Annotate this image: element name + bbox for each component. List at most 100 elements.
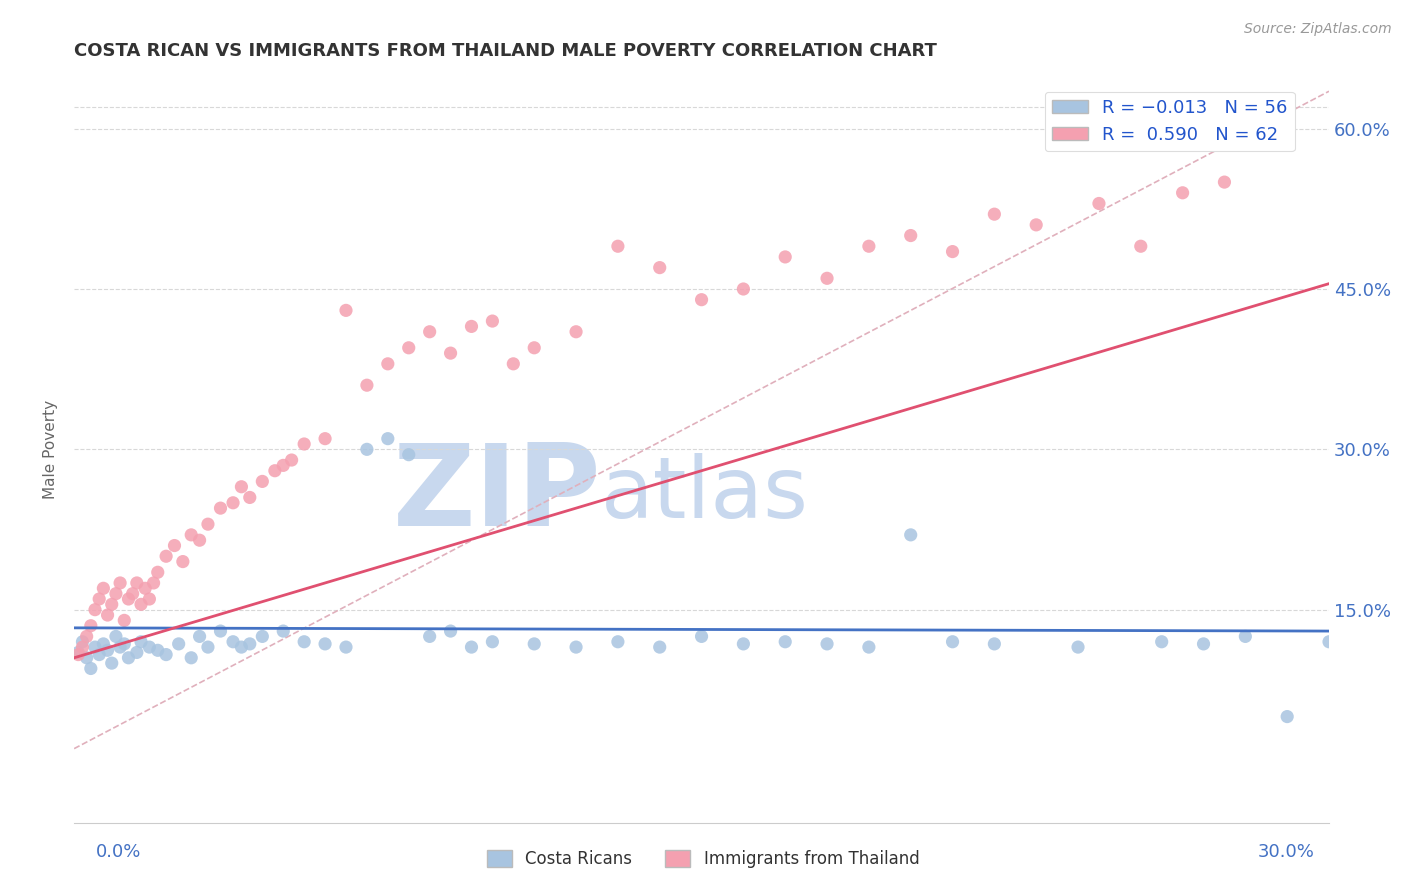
Point [67, 648, 90, 662]
Point [280, 453, 302, 467]
Point [1150, 634, 1173, 648]
Point [1171, 186, 1194, 200]
Point [108, 640, 131, 654]
Point [1067, 640, 1090, 654]
Point [292, 634, 315, 648]
Point [121, 587, 143, 601]
Text: 30.0%: 30.0% [1258, 843, 1315, 861]
Point [117, 650, 139, 665]
Point [209, 501, 232, 516]
Point [481, 314, 503, 328]
Point [146, 643, 169, 657]
Point [439, 624, 461, 638]
Point [155, 549, 177, 564]
Point [1213, 175, 1236, 189]
Point [460, 640, 482, 654]
Point [983, 207, 1005, 221]
Point [858, 239, 880, 253]
Point [356, 442, 378, 457]
Point [271, 624, 294, 638]
Point [76, 629, 98, 643]
Point [104, 587, 127, 601]
Point [125, 576, 148, 591]
Point [100, 598, 122, 612]
Point [197, 640, 219, 654]
Point [941, 244, 963, 259]
Point [314, 432, 336, 446]
Point [252, 475, 274, 489]
Point [377, 432, 399, 446]
Point [419, 325, 441, 339]
Point [815, 637, 838, 651]
Legend: R = −0.013   N = 56, R =  0.590   N = 62: R = −0.013 N = 56, R = 0.590 N = 62 [1045, 92, 1295, 151]
Point [180, 528, 202, 542]
Point [93, 637, 115, 651]
Point [377, 357, 399, 371]
Point [84, 603, 107, 617]
Point [858, 640, 880, 654]
Point [335, 640, 357, 654]
Point [314, 637, 336, 651]
Point [239, 637, 262, 651]
Point [356, 378, 378, 392]
Point [72, 634, 94, 648]
Point [138, 592, 160, 607]
Point [648, 640, 671, 654]
Point [209, 624, 232, 638]
Point [900, 528, 922, 542]
Point [983, 637, 1005, 651]
Point [271, 458, 294, 473]
Point [481, 634, 503, 648]
Point [80, 661, 103, 675]
Point [502, 357, 524, 371]
Point [773, 250, 796, 264]
Point [125, 645, 148, 659]
Point [188, 533, 211, 548]
Point [104, 629, 127, 643]
Point [129, 598, 152, 612]
Point [231, 640, 253, 654]
Point [117, 592, 139, 607]
Point [100, 656, 122, 670]
Point [398, 448, 420, 462]
Point [180, 650, 202, 665]
Point [72, 640, 94, 654]
Point [1192, 637, 1215, 651]
Point [733, 282, 755, 296]
Point [733, 637, 755, 651]
Point [112, 613, 135, 627]
Point [239, 491, 262, 505]
Point [1025, 218, 1047, 232]
Point [142, 576, 165, 591]
Point [188, 629, 211, 643]
Point [419, 629, 441, 643]
Point [648, 260, 671, 275]
Point [1275, 709, 1298, 723]
Text: COSTA RICAN VS IMMIGRANTS FROM THAILAND MALE POVERTY CORRELATION CHART: COSTA RICAN VS IMMIGRANTS FROM THAILAND … [75, 42, 936, 60]
Point [138, 640, 160, 654]
Point [167, 637, 190, 651]
Text: 0.0%: 0.0% [96, 843, 141, 861]
Point [155, 648, 177, 662]
Point [76, 650, 98, 665]
Point [89, 592, 111, 607]
Point [1129, 239, 1152, 253]
Point [460, 319, 482, 334]
Point [252, 629, 274, 643]
Point [398, 341, 420, 355]
Point [134, 582, 156, 596]
Point [523, 341, 546, 355]
Point [80, 618, 103, 632]
Point [941, 634, 963, 648]
Point [172, 555, 194, 569]
Point [112, 637, 135, 651]
Point [1317, 634, 1340, 648]
Point [690, 293, 713, 307]
Point [606, 634, 628, 648]
Point [1234, 629, 1257, 643]
Text: ZIP: ZIP [392, 439, 602, 549]
Point [222, 496, 245, 510]
Point [89, 648, 111, 662]
Point [108, 576, 131, 591]
Point [900, 228, 922, 243]
